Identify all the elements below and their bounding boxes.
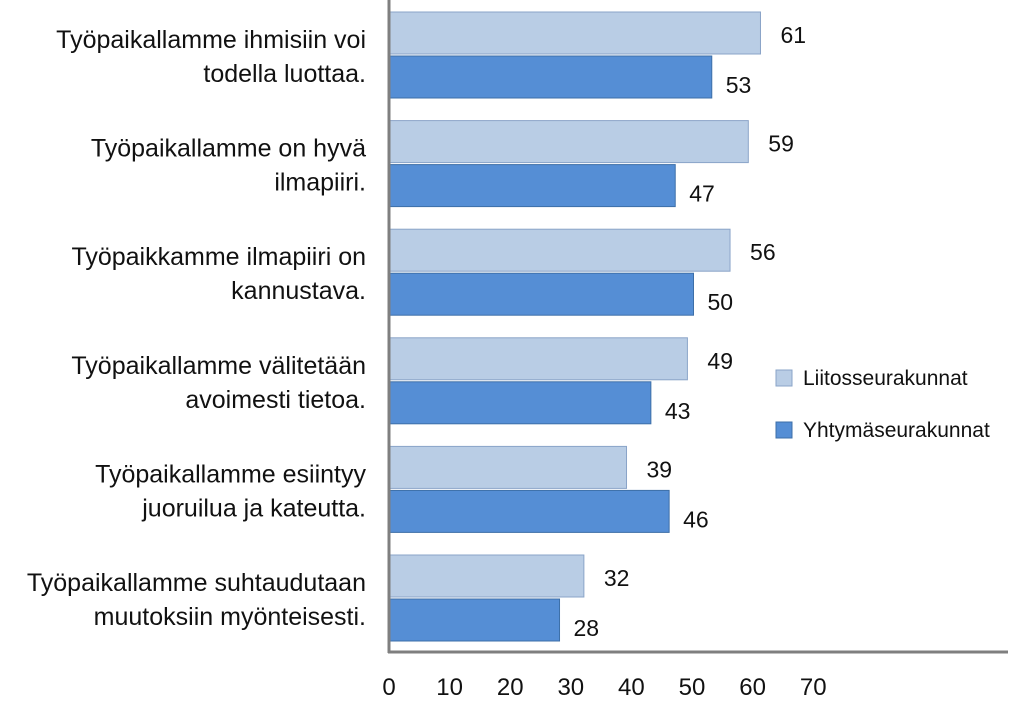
data-label: 47 xyxy=(689,181,715,207)
category-label-line: kannustava. xyxy=(231,277,366,305)
category-label-line: Työpaikkamme ilmapiiri on xyxy=(71,243,366,271)
bar-liitosseurakunnat xyxy=(388,445,628,489)
data-label: 32 xyxy=(604,565,630,591)
bar-yhtymaseurakunnat xyxy=(388,489,670,533)
bar-yhtymaseurakunnat xyxy=(388,381,652,425)
data-label: 39 xyxy=(647,456,673,482)
bar-yhtymaseurakunnat xyxy=(388,272,694,316)
legend-swatch xyxy=(775,421,793,439)
axes xyxy=(387,0,1008,654)
bar-liitosseurakunnat xyxy=(388,11,761,55)
data-label: 59 xyxy=(768,131,794,157)
legend-swatch xyxy=(775,369,793,387)
x-tick-labels: 0 10 20 30 40 50 60 70 xyxy=(382,674,826,701)
x-tick-label: 20 xyxy=(497,674,524,701)
x-tick-label: 60 xyxy=(739,674,766,701)
category-label-line: juoruilua ja kateutta. xyxy=(141,494,366,522)
legend-label: Liitosseurakunnat xyxy=(803,367,968,390)
bar-yhtymaseurakunnat xyxy=(388,55,713,99)
data-label: 49 xyxy=(707,348,733,374)
category-label: Työpaikallamme ihmisiin voi todella luott… xyxy=(56,26,366,88)
data-label: 61 xyxy=(780,22,806,48)
category-label-line: muutoksiin myönteisesti. xyxy=(94,603,366,631)
category-label-line: avoimesti tietoa. xyxy=(185,386,366,414)
x-tick-label: 30 xyxy=(557,674,584,701)
x-tick-label: 40 xyxy=(618,674,645,701)
data-label: 53 xyxy=(726,72,752,98)
x-tick-label: 10 xyxy=(436,674,463,701)
category-label-line: todella luottaa. xyxy=(203,60,366,88)
bar-yhtymaseurakunnat xyxy=(388,598,561,642)
category-label: Työpaikallamme suhtaudutaan muutoksiin my… xyxy=(27,569,366,631)
data-label: 50 xyxy=(708,289,734,315)
category-label: Työpaikallamme on hyvä ilmapiiri. xyxy=(91,135,366,197)
bar-yhtymaseurakunnat xyxy=(388,164,676,208)
legend: Liitosseurakunnat Yhtymäseurakunnat xyxy=(775,367,990,442)
category-label-line: Työpaikallamme ihmisiin voi xyxy=(56,26,366,54)
x-tick-label: 70 xyxy=(800,674,827,701)
category-label: Työpaikallamme esiintyy juoruilua ja kate… xyxy=(95,460,366,522)
x-tick-label: 50 xyxy=(679,674,706,701)
category-label-line: Työpaikallamme suhtaudutaan xyxy=(27,569,366,597)
category-label-line: Työpaikallamme on hyvä xyxy=(91,135,366,163)
data-label: 28 xyxy=(574,615,600,641)
bar-liitosseurakunnat xyxy=(388,337,688,381)
category-label: Työpaikkamme ilmapiiri on kannustava. xyxy=(71,243,366,305)
bar-liitosseurakunnat xyxy=(388,228,731,272)
bars xyxy=(388,11,761,642)
data-label: 56 xyxy=(750,239,776,265)
category-label: Työpaikallamme välitetään avoimesti tieto… xyxy=(71,352,366,414)
category-labels: Työpaikallamme ihmisiin voi todella luott… xyxy=(27,26,367,631)
category-label-line: Työpaikallamme välitetään xyxy=(71,352,366,380)
data-label: 46 xyxy=(683,506,709,532)
data-label: 43 xyxy=(665,398,691,424)
legend-label: Yhtymäseurakunnat xyxy=(803,419,990,442)
x-tick-label: 0 xyxy=(382,674,395,701)
category-label-line: Työpaikallamme esiintyy xyxy=(95,460,366,488)
bar-liitosseurakunnat xyxy=(388,120,749,164)
bar-liitosseurakunnat xyxy=(388,554,585,598)
category-label-line: ilmapiiri. xyxy=(274,169,366,197)
